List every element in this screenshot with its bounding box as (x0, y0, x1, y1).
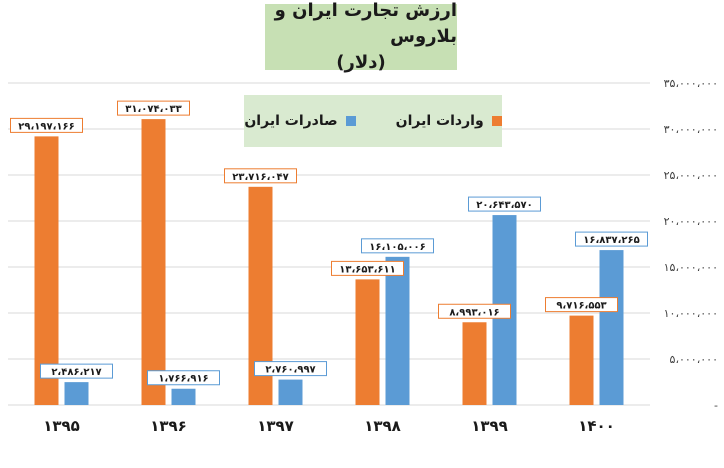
y-tick-label: - (714, 399, 718, 412)
bar-exports (385, 256, 410, 405)
bar-exports (278, 379, 303, 405)
legend-label-exports: صادرات ایران (244, 113, 338, 129)
gridlines (8, 82, 650, 406)
bar-imports (569, 315, 594, 405)
y-tick-label: ۳۵،۰۰۰،۰۰۰ (664, 77, 718, 90)
data-label-exports: ۱۶،۱۰۵،۰۰۶ (369, 242, 425, 253)
data-label-imports: ۸،۹۹۳،۰۱۶ (449, 307, 499, 318)
data-label-box-exports (575, 231, 648, 247)
y-tick-label: ۱۰،۰۰۰،۰۰۰ (664, 307, 718, 320)
data-labels: ۲۹،۱۹۷،۱۶۶ ۲،۴۸۶،۲۱۷ ۳۱،۰۷۴،۰۳۳ ۱،۷۶۶،۹۱۶ ۲۳… (10, 100, 648, 386)
data-label-box-imports (224, 168, 297, 184)
data-label-box-imports (438, 303, 511, 319)
bar-exports (599, 250, 624, 405)
bars (34, 119, 624, 405)
data-label-box-imports (117, 100, 190, 116)
data-label-box-imports (545, 297, 618, 313)
bar-imports (355, 279, 380, 405)
data-label-exports: ۲،۴۸۶،۲۱۷ (51, 367, 101, 378)
x-tick-label: ۱۴۰۰ (578, 417, 615, 435)
legend: واردات ایران صادرات ایران (244, 95, 502, 147)
data-label-imports: ۳۱،۰۷۴،۰۳۳ (125, 104, 181, 115)
data-label-exports: ۲۰،۶۴۳،۵۷۰ (476, 200, 532, 211)
data-label-box-exports (40, 363, 113, 379)
data-label-imports: ۲۹،۱۹۷،۱۶۶ (18, 121, 74, 132)
bar-exports (171, 388, 196, 405)
bar-imports (462, 322, 487, 405)
legend-item-exports: صادرات ایران (244, 113, 356, 129)
data-label-imports: ۲۳،۷۱۶،۰۴۷ (232, 172, 288, 183)
legend-swatch-exports (345, 116, 356, 126)
bar-imports (141, 119, 166, 405)
y-tick-label: ۵،۰۰۰،۰۰۰ (670, 353, 718, 366)
data-label-box-exports (468, 196, 541, 212)
data-label-exports: ۱۶،۸۳۷،۲۶۵ (583, 235, 639, 246)
data-label-box-imports (10, 117, 83, 133)
chart-subtitle: (دلار) (336, 52, 386, 73)
y-tick-label: ۲۰،۰۰۰،۰۰۰ (664, 215, 718, 228)
legend-item-imports: واردات ایران (396, 113, 502, 129)
data-label-exports: ۲،۷۶۰،۹۹۷ (265, 365, 315, 376)
chart-title-box: ارزش تجارت ایران و بلاروس (دلار) (265, 0, 457, 73)
x-tick-label: ۱۳۹۶ (150, 417, 187, 435)
bar-exports (64, 382, 89, 405)
x-tick-label: ۱۳۹۷ (257, 417, 294, 435)
y-tick-label: ۲۵،۰۰۰،۰۰۰ (664, 169, 718, 182)
bar-imports (34, 136, 59, 405)
y-tick-label: ۱۵،۰۰۰،۰۰۰ (664, 261, 718, 274)
data-label-box-imports (331, 260, 404, 276)
y-tick-label: ۳۰،۰۰۰،۰۰۰ (664, 123, 718, 136)
legend-label-imports: واردات ایران (395, 113, 484, 129)
data-label-imports: ۱۳،۶۵۳،۶۱۱ (339, 264, 395, 275)
y-axis-tick-labels: - ۵،۰۰۰،۰۰۰ ۱۰،۰۰۰،۰۰۰ ۱۵،۰۰۰،۰۰۰ ۲۰،۰۰۰،۰۰۰… (664, 77, 718, 412)
data-label-imports: ۹،۷۱۶،۵۵۳ (556, 301, 606, 312)
data-label-box-exports (254, 361, 327, 377)
x-tick-label: ۱۳۹۹ (471, 417, 508, 435)
x-axis-tick-labels: ۱۳۹۵ ۱۳۹۶ ۱۳۹۷ ۱۳۹۸ ۱۳۹۹ ۱۴۰۰ (43, 417, 615, 435)
x-tick-label: ۱۳۹۸ (364, 417, 401, 435)
x-tick-label: ۱۳۹۵ (43, 417, 80, 435)
chart-title: ارزش تجارت ایران و بلاروس (274, 0, 457, 47)
data-label-box-exports (361, 238, 434, 254)
legend-swatch-imports (491, 116, 502, 126)
data-label-exports: ۱،۷۶۶،۹۱۶ (158, 374, 208, 385)
data-label-box-exports (147, 370, 220, 386)
